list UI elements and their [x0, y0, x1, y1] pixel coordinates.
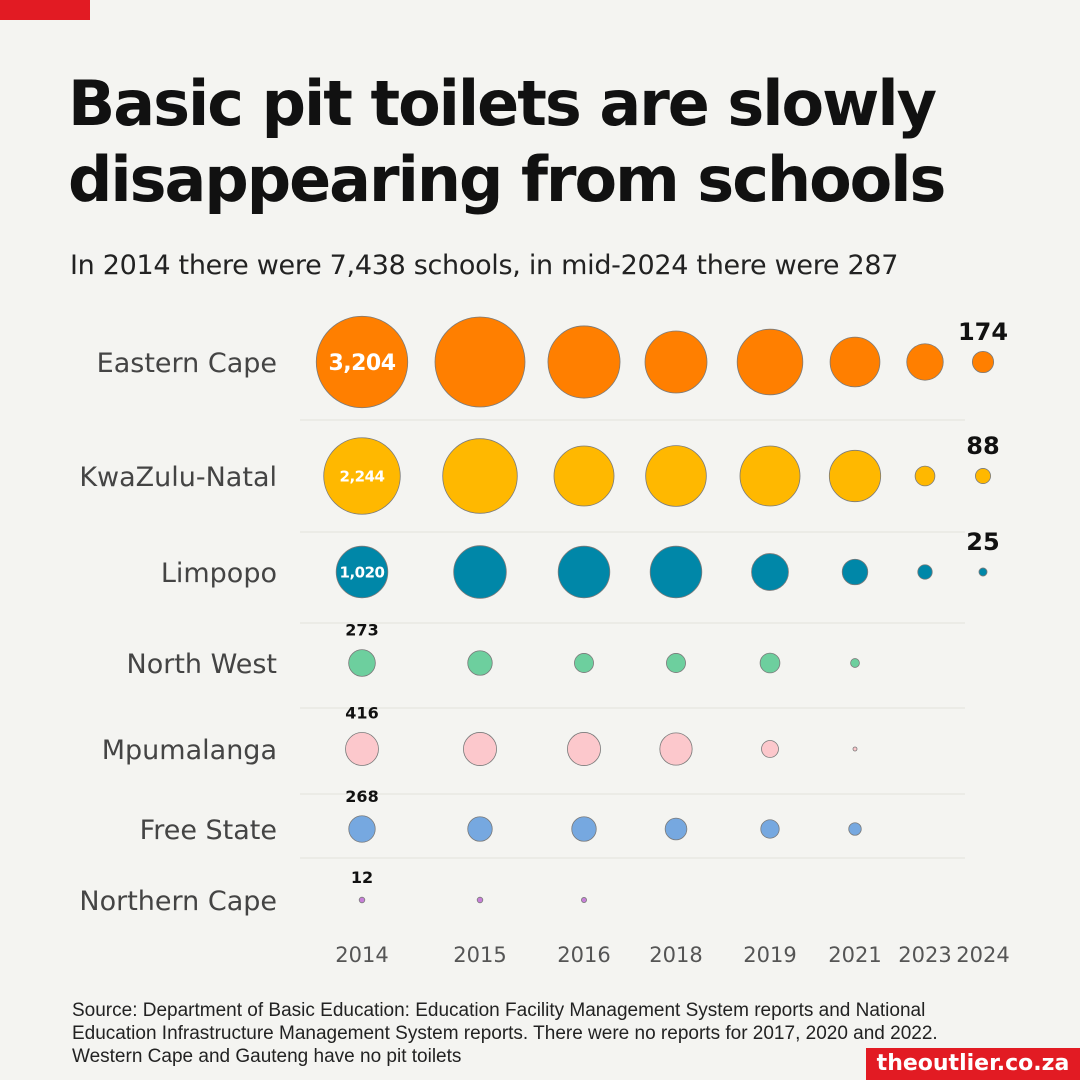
- bubble-north-west-2019: [759, 652, 781, 674]
- x-tick-label-2021: 2021: [828, 943, 881, 967]
- bubble-free-state-2021: [848, 822, 862, 836]
- bubble-mpumalanga-2019: [761, 740, 779, 758]
- bubble-free-state-2019: [760, 819, 780, 839]
- x-tick-label-2024: 2024: [956, 943, 1009, 967]
- x-tick-label-2016: 2016: [557, 943, 610, 967]
- data-label-free-state-2014: 268: [345, 787, 378, 806]
- bubble-limpopo-2021: [841, 558, 869, 586]
- bubble-mpumalanga-2021: [852, 746, 858, 752]
- bubble-free-state-2016: [571, 816, 597, 842]
- bubble-limpopo-2015: [453, 545, 507, 599]
- chart-subtitle: In 2014 there were 7,438 schools, in mid…: [70, 250, 899, 281]
- data-label-eastern-cape-2014: 3,204: [328, 351, 395, 376]
- bubble-eastern-cape-2014: [315, 315, 409, 409]
- bubble-mpumalanga-2014: [345, 732, 379, 766]
- bubble-north-west-2014: [348, 649, 376, 677]
- bubble-free-state-2018: [664, 817, 688, 841]
- row-label-mpumalanga: Mpumalanga: [102, 735, 277, 766]
- bubble-free-state-2015: [467, 816, 493, 842]
- bubble-eastern-cape-2019: [736, 328, 804, 396]
- bubble-kwazulu-natal-2014: [323, 437, 401, 515]
- bubble-north-west-2021: [850, 658, 860, 668]
- bubble-mpumalanga-2018: [659, 732, 693, 766]
- bubble-mpumalanga-2015: [463, 732, 497, 766]
- row-label-eastern-cape: Eastern Cape: [97, 348, 277, 379]
- bubble-kwazulu-natal-2018: [645, 445, 707, 507]
- bubble-north-west-2015: [467, 650, 493, 676]
- row-label-limpopo: Limpopo: [161, 558, 277, 589]
- bubble-kwazulu-natal-2021: [828, 449, 882, 503]
- x-tick-label-2018: 2018: [649, 943, 702, 967]
- bubble-chart: 2014 2015 2016 2018 2019 2021 2023 2024 Eastern …: [79, 315, 1010, 967]
- bubble-eastern-cape-2015: [434, 316, 526, 408]
- bubble-northern-cape-2015: [476, 896, 484, 904]
- bubble-limpopo-2018: [649, 545, 703, 599]
- bubble-eastern-cape-2016: [547, 325, 621, 399]
- source-note: Source: Department of Basic Education: E…: [72, 1000, 938, 1067]
- brand-logo: theoutlier.co.za: [866, 1048, 1080, 1080]
- bubble-limpopo-2024: [978, 567, 988, 577]
- bubble-eastern-cape-2023: [906, 343, 944, 381]
- x-tick-label-2023: 2023: [898, 943, 951, 967]
- bubble-mpumalanga-2016: [567, 732, 601, 766]
- row-label-northern-cape: Northern Cape: [79, 886, 277, 917]
- bubble-eastern-cape-2021: [829, 336, 881, 388]
- data-label-kwazulu-natal-2014: 2,244: [340, 467, 385, 485]
- chart-title: Basic pit toilets are slowly disappearin…: [68, 67, 946, 216]
- bubble-kwazulu-natal-2019: [739, 445, 801, 507]
- data-label-mpumalanga-2014: 416: [345, 704, 378, 723]
- bubble-north-west-2018: [666, 653, 686, 673]
- data-label-kwazulu-natal-2024: 88: [966, 432, 999, 460]
- bubble-kwazulu-natal-2016: [553, 445, 615, 507]
- row-label-free-state: Free State: [140, 815, 277, 846]
- x-tick-label-2014: 2014: [335, 943, 388, 967]
- data-label-northern-cape-2014: 12: [351, 868, 373, 887]
- x-tick-label-2015: 2015: [453, 943, 506, 967]
- bubble-free-state-2014: [348, 815, 376, 843]
- bubble-limpopo-2014: [335, 545, 389, 599]
- data-label-north-west-2014: 273: [345, 621, 378, 640]
- row-label-kwazulu-natal: KwaZulu-Natal: [79, 462, 277, 493]
- bubble-kwazulu-natal-2015: [442, 438, 518, 514]
- row-label-north-west: North West: [127, 649, 277, 680]
- bubble-kwazulu-natal-2024: [975, 468, 991, 484]
- bubble-limpopo-2019: [751, 553, 789, 591]
- bubble-kwazulu-natal-2023: [914, 465, 936, 487]
- bubble-eastern-cape-2018: [644, 330, 708, 394]
- accent-bar: [0, 0, 90, 20]
- data-label-eastern-cape-2024: 174: [958, 318, 1008, 346]
- bubble-northern-cape-2014: [358, 896, 366, 904]
- bubble-north-west-2016: [574, 653, 594, 673]
- bubble-limpopo-2023: [917, 564, 933, 580]
- bubble-northern-cape-2016: [581, 897, 587, 903]
- bubble-limpopo-2016: [557, 545, 611, 599]
- bubble-eastern-cape-2024: [971, 350, 995, 374]
- data-label-limpopo-2014: 1,020: [340, 563, 385, 581]
- x-tick-label-2019: 2019: [743, 943, 796, 967]
- data-label-limpopo-2024: 25: [966, 528, 999, 556]
